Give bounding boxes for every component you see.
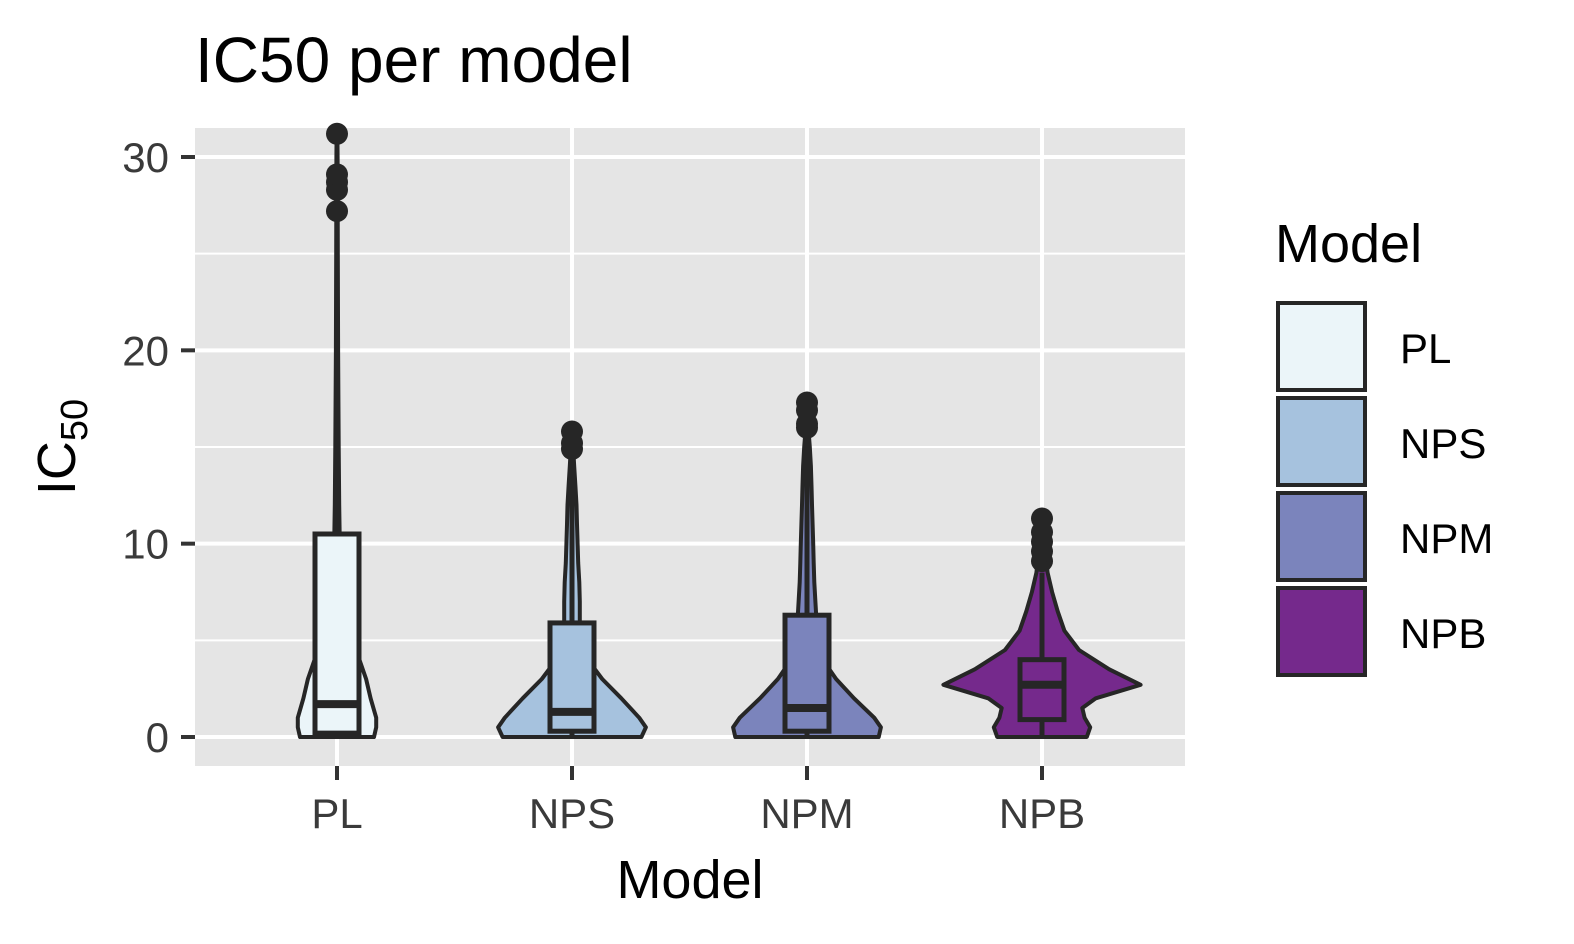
- violin-nps: [496, 420, 648, 739]
- legend-label: NPB: [1400, 610, 1486, 657]
- violin-pl: [295, 122, 379, 739]
- legend-entry-npb: NPB: [1276, 586, 1486, 677]
- x-tick-label: NPM: [760, 790, 853, 837]
- outlier-point: [796, 391, 818, 414]
- violin-npb: [941, 507, 1143, 739]
- outlier-point: [1031, 507, 1053, 530]
- x-axis: PL NPS NPM NPB: [311, 766, 1085, 837]
- x-tick-label: PL: [311, 790, 362, 837]
- x-tick-label: NPS: [529, 790, 615, 837]
- legend-entry-nps: NPS: [1276, 396, 1486, 487]
- y-tick-label: 0: [146, 714, 169, 761]
- violin-npm: [731, 391, 883, 739]
- y-tick-label: 10: [122, 521, 169, 568]
- x-tick-label: NPB: [999, 790, 1085, 837]
- legend-label: NPS: [1400, 420, 1486, 467]
- legend-entries: PL NPS NPM NPB: [1276, 301, 1493, 677]
- legend-swatch: [1276, 491, 1367, 582]
- box: [312, 531, 362, 736]
- y-axis-title-base: IC: [27, 441, 87, 495]
- violins: [295, 122, 1143, 739]
- y-tick-label: 20: [122, 327, 169, 374]
- legend-swatch: [1276, 396, 1367, 487]
- legend-label: PL: [1400, 325, 1451, 372]
- legend-label: NPM: [1400, 515, 1493, 562]
- outlier-point: [326, 122, 348, 145]
- box: [782, 612, 832, 734]
- x-axis-title: Model: [616, 850, 763, 910]
- y-tick-label: 30: [122, 134, 169, 181]
- outlier-point: [561, 420, 583, 443]
- legend-swatch: [1276, 301, 1367, 392]
- y-axis-title: IC50: [27, 399, 96, 495]
- chart-title: IC50 per model: [195, 24, 633, 96]
- legend-title: Model: [1275, 214, 1422, 274]
- legend-swatch: [1276, 586, 1367, 677]
- y-axis: 0 10 20 30: [122, 134, 195, 761]
- outlier-point: [326, 163, 348, 186]
- y-axis-title-subscript: 50: [54, 399, 96, 441]
- legend-entry-pl: PL: [1276, 301, 1451, 392]
- box: [1017, 657, 1067, 723]
- outlier-point: [326, 200, 348, 223]
- legend: Model PL NPS NPM NPB: [1275, 214, 1493, 677]
- legend-entry-npm: NPM: [1276, 491, 1493, 582]
